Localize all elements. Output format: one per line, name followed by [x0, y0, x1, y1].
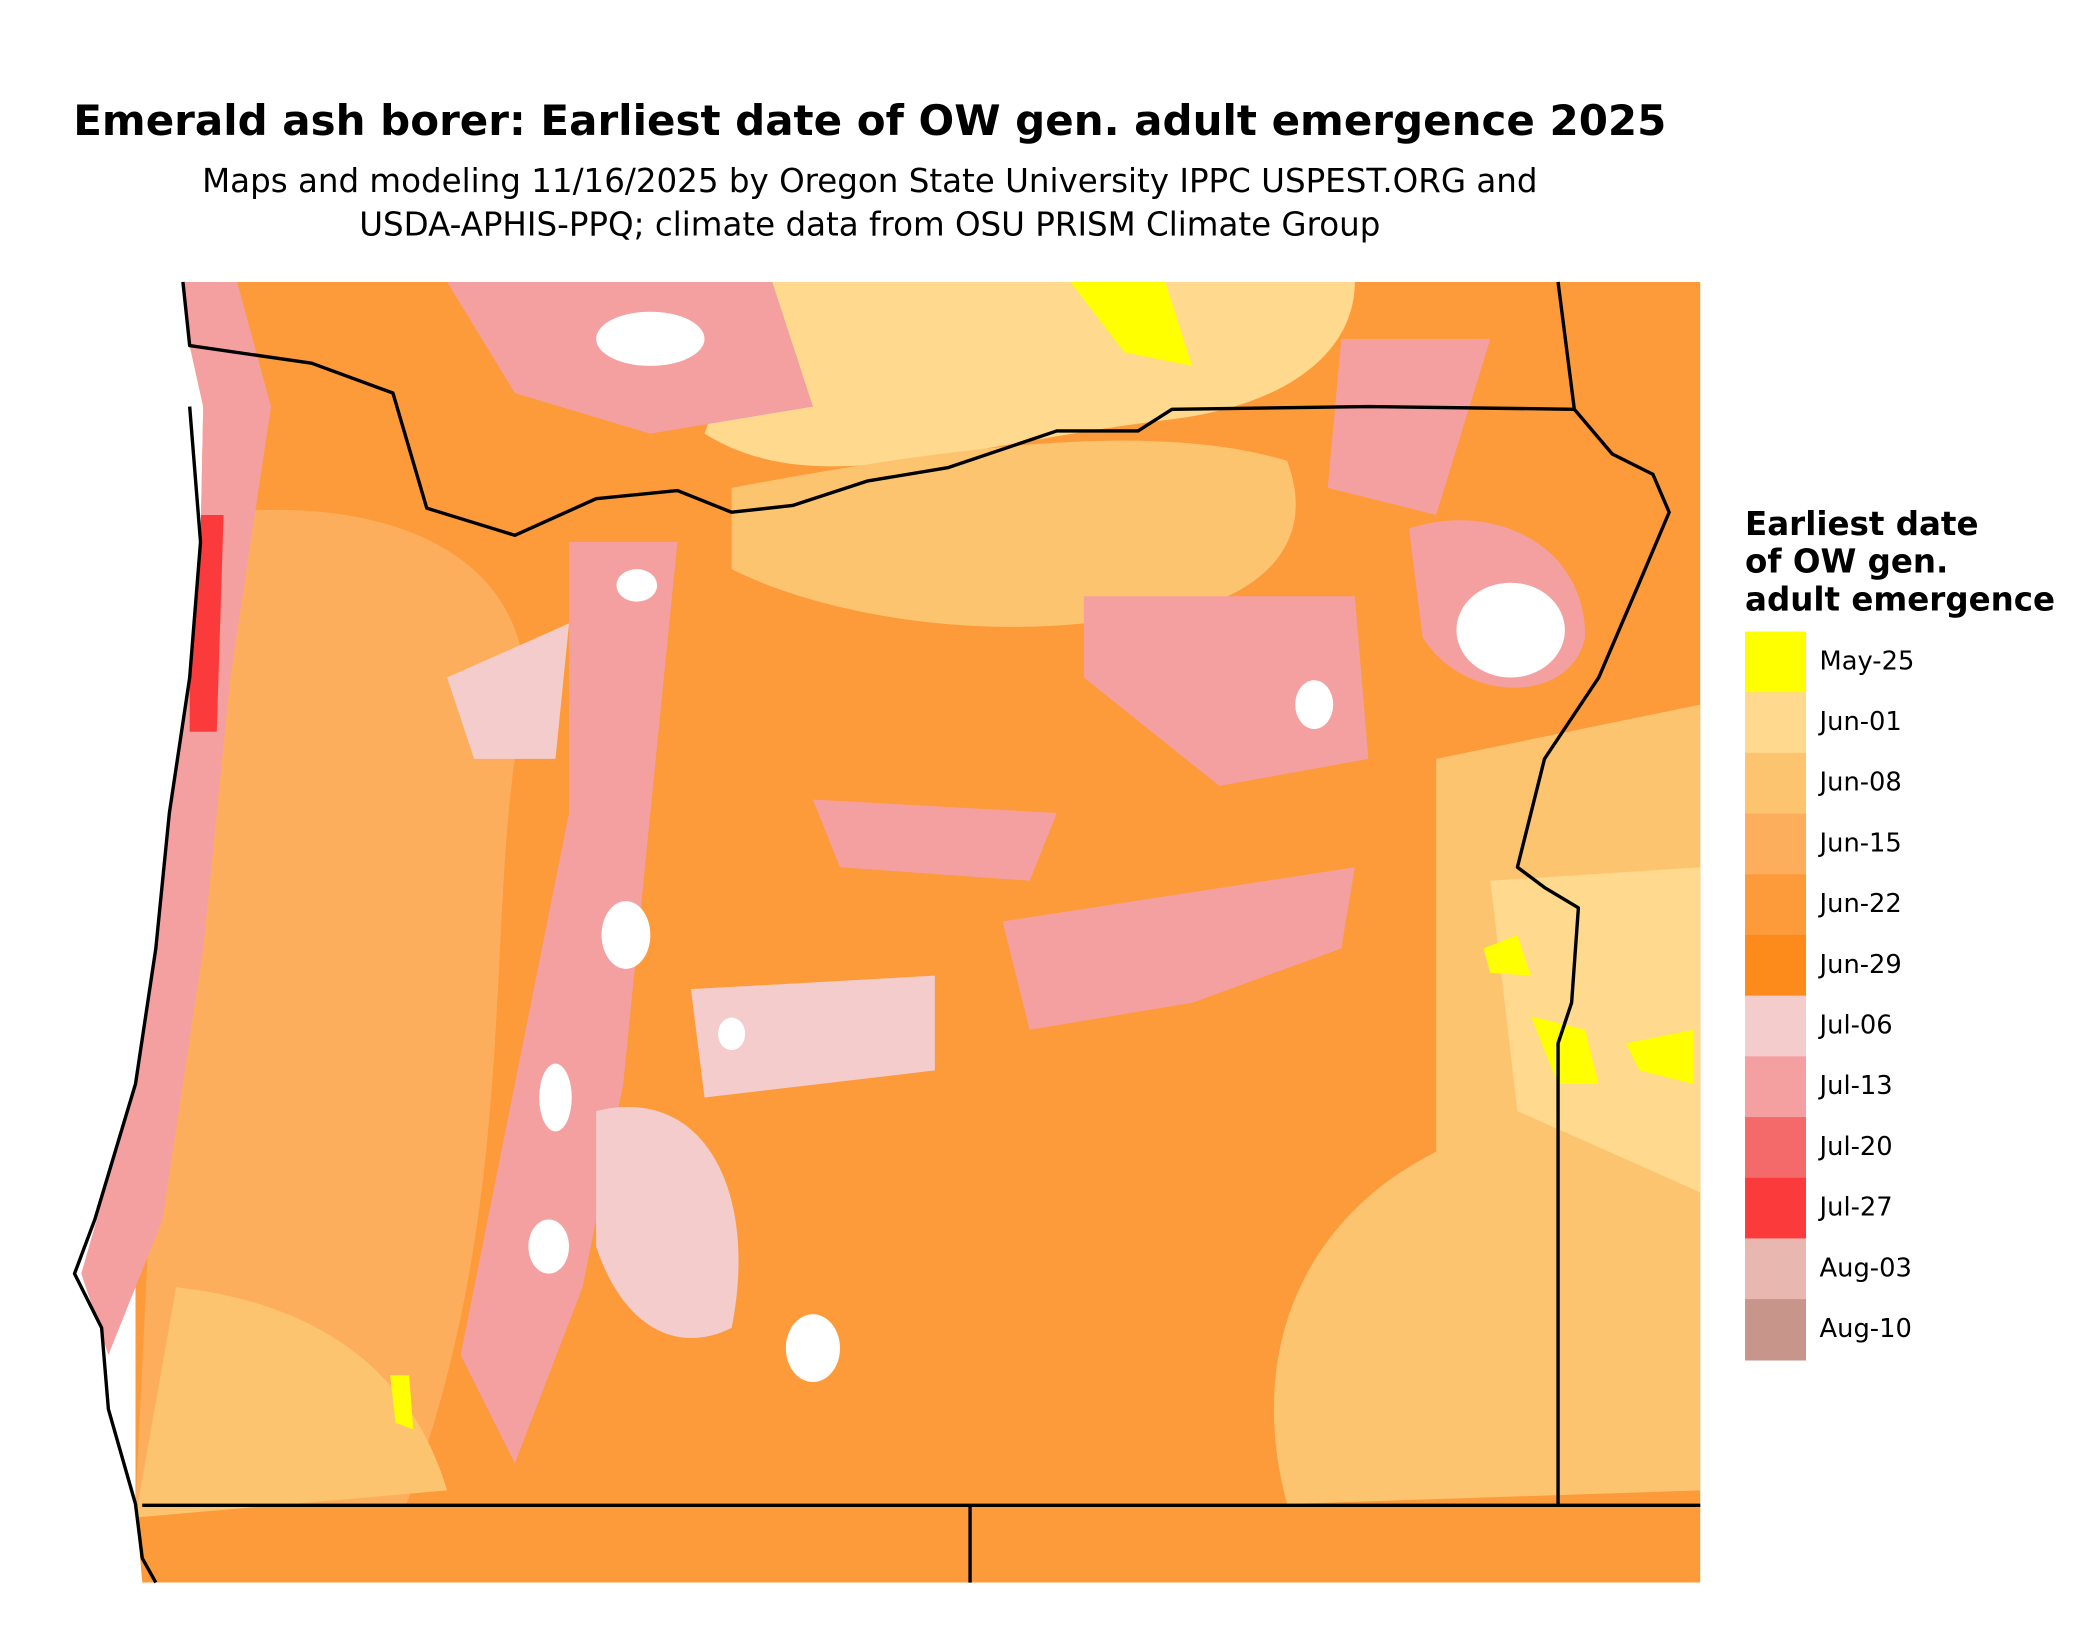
- no-data: [718, 1017, 746, 1051]
- coastline: [72, 406, 203, 1584]
- region: [596, 1106, 739, 1339]
- region: [1625, 1029, 1694, 1084]
- legend-swatch: [1745, 1238, 1806, 1300]
- legend-label: Jul-20: [1818, 1132, 1893, 1162]
- map-subtitle: USDA-APHIS-PPQ; climate data from OSU PR…: [359, 205, 1380, 243]
- idaho-border: [1515, 281, 1671, 1506]
- legend-title: of OW gen.: [1745, 543, 1948, 581]
- legend-swatch: [1745, 1117, 1806, 1179]
- region: [1530, 1016, 1599, 1084]
- legend-swatch: [1745, 995, 1806, 1058]
- legend-swatch: [1745, 813, 1806, 875]
- region: [135, 1287, 448, 1518]
- no-data: [1295, 680, 1334, 730]
- no-data: [601, 901, 651, 969]
- legend-swatch: [1745, 692, 1806, 754]
- legend-swatch: [1745, 874, 1806, 936]
- legend-label: Jun-22: [1818, 889, 1902, 919]
- raster: [81, 281, 1701, 1583]
- region: [135, 509, 526, 1504]
- region: [447, 623, 570, 759]
- legend-label: Jul-13: [1818, 1071, 1893, 1101]
- borders: [72, 281, 1701, 1584]
- south-border: [142, 1503, 1701, 1583]
- region: [1483, 934, 1531, 976]
- region: [1002, 867, 1355, 1030]
- no-data: [528, 1219, 570, 1274]
- legend-label: May-25: [1820, 646, 1915, 676]
- cascades: [460, 542, 678, 1464]
- region: [690, 975, 935, 1098]
- legend-title: Earliest date: [1745, 505, 1978, 543]
- region: [731, 440, 1296, 627]
- region: [1070, 281, 1193, 366]
- region: [1083, 596, 1369, 786]
- legend-swatch: [1745, 1299, 1806, 1361]
- no-data: [616, 569, 658, 602]
- legend-swatch: [1745, 1056, 1806, 1118]
- legend-title: adult emergence: [1745, 581, 2055, 619]
- no-data: [785, 1314, 840, 1383]
- legend-label: Aug-03: [1820, 1253, 1912, 1283]
- legend-label: Jun-29: [1818, 950, 1902, 980]
- no-data: [539, 1063, 572, 1132]
- legend-label: Jun-15: [1818, 828, 1902, 858]
- region: [1327, 338, 1491, 515]
- region: [704, 281, 1355, 467]
- legend-label: Jul-06: [1818, 1010, 1893, 1040]
- no-data: [596, 311, 705, 366]
- legend-swatch: [1745, 1177, 1806, 1240]
- legend-label: Jun-08: [1818, 768, 1902, 798]
- legend-swatch: [1745, 934, 1806, 997]
- legend-label: Jun-01: [1818, 707, 1902, 737]
- map-subtitle: Maps and modeling 11/16/2025 by Oregon S…: [202, 162, 1537, 200]
- legend-swatch: [1745, 752, 1806, 815]
- legend-swatch: [1745, 631, 1806, 693]
- legend-label: Aug-10: [1820, 1314, 1912, 1344]
- map-title: Emerald ash borer: Earliest date of OW g…: [73, 96, 1666, 145]
- region: [1490, 867, 1701, 1193]
- legend-label: Jul-27: [1818, 1193, 1893, 1223]
- region: [812, 799, 1057, 881]
- coast-band: [81, 281, 271, 1355]
- region: [390, 1375, 414, 1430]
- legend: May-25 Jun-01 Jun-08 Jun-15 Jun-22 Jun-29 Jul-…: [1745, 631, 1915, 1361]
- no-data: [1456, 582, 1565, 678]
- washington-border: [181, 281, 1575, 537]
